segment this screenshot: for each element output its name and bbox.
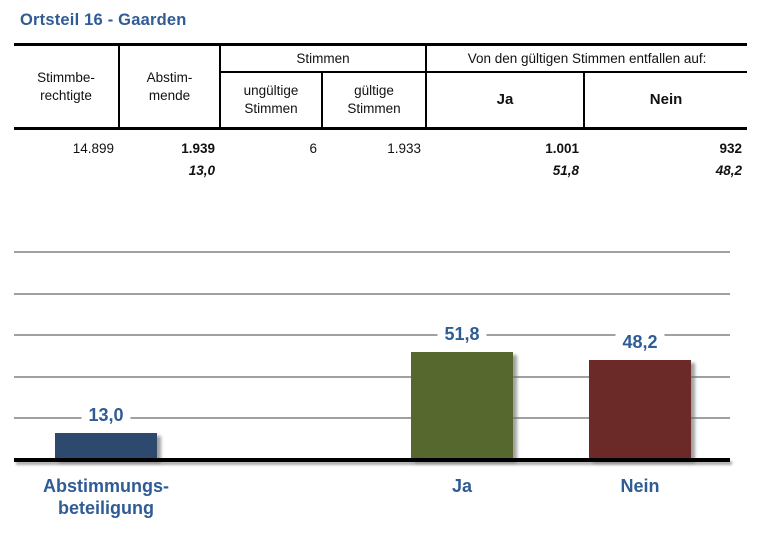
stimmberechtigte-count: 14.899 — [72, 141, 114, 156]
bar-abstimmungsbeteiligung — [55, 432, 157, 460]
results-table: Stimmbe- rechtigte Abstim- mende Stimmen… — [14, 43, 748, 193]
header-abstimmende: Abstim- mende — [119, 44, 221, 130]
bar-ja — [411, 352, 513, 460]
category-label-abstimmungsbeteiligung: Abstimmungs- beteiligung — [43, 476, 169, 518]
ungueltige-count: 6 — [309, 141, 317, 156]
value-stimmberechtigte: 14.899 — [14, 129, 119, 193]
gueltige-count: 1.933 — [387, 141, 422, 156]
x-axis-baseline — [14, 458, 730, 462]
header-gueltige-stimmen: gültige Stimmen — [322, 72, 428, 130]
page-title: Ortsteil 16 - Gaarden — [20, 11, 187, 29]
bar-value-label-nein: 48,2 — [615, 331, 665, 352]
bar-nein — [589, 359, 691, 460]
nein-count: 932 — [719, 141, 743, 156]
abstimmende-percent: 13,0 — [188, 163, 215, 178]
header-ja: Ja — [426, 72, 586, 130]
bar-value-label-abstimmungsbeteiligung: 13,0 — [81, 404, 131, 425]
category-label-nein: Nein — [620, 476, 660, 496]
header-ungueltige-stimmen: ungültige Stimmen — [220, 72, 323, 130]
gridline-80 — [14, 292, 730, 295]
value-gueltige-stimmen: 1.933 — [322, 129, 426, 193]
ja-percent: 51,8 — [552, 163, 580, 178]
nein-percent: 48,2 — [715, 163, 743, 178]
bar-chart: 13,0 51,8 48,2 Abstimmungs- beteiligung Ja Ne… — [14, 240, 730, 540]
value-ungueltige-stimmen: 6 — [220, 129, 322, 193]
bar-value-label-ja: 51,8 — [437, 324, 487, 345]
header-entfallen-group: Von den gültigen Stimmen entfallen auf: — [426, 44, 748, 73]
value-abstimmende: 1.939 13,0 — [119, 129, 220, 193]
table-row: 14.899 1.939 13,0 6 1.933 1.001 51,8 932… — [14, 129, 747, 193]
header-stimmen-group: Stimmen — [220, 44, 428, 73]
category-label-ja: Ja — [451, 476, 473, 496]
gridline-60 — [14, 334, 730, 337]
gridline-20 — [14, 417, 730, 420]
value-ja: 1.001 51,8 — [426, 129, 584, 193]
gridline-100 — [14, 251, 730, 253]
gridline-40 — [14, 375, 730, 378]
abstimmende-count: 1.939 — [181, 141, 215, 156]
ja-count: 1.001 — [545, 141, 580, 156]
value-nein: 932 48,2 — [584, 129, 747, 193]
header-nein: Nein — [584, 72, 748, 130]
header-stimmberechtigte: Stimmbe- rechtigte — [14, 44, 120, 130]
